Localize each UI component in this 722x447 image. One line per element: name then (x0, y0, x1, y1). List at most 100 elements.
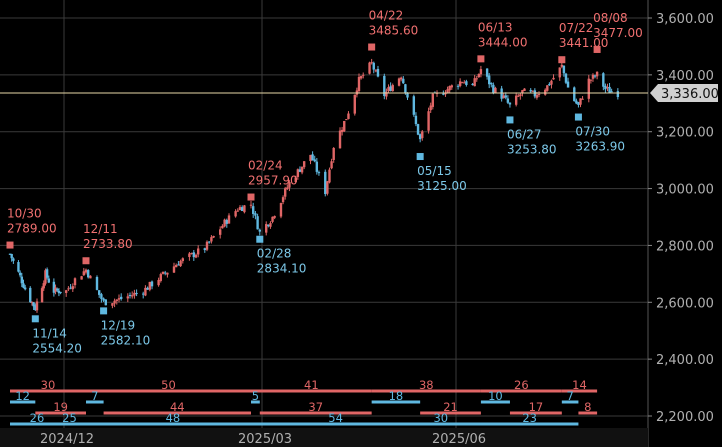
annotation-price: 3263.90 (575, 140, 625, 154)
candle-body (500, 88, 503, 99)
high-marker (6, 241, 14, 249)
candle-body (29, 287, 32, 303)
candle-body (328, 169, 331, 183)
annotation-price: 2582.10 (101, 333, 151, 347)
candle-body (450, 85, 453, 88)
candle-body (194, 254, 198, 258)
candle-body (223, 219, 226, 227)
y-tick-label: 3,000.00 (656, 183, 714, 198)
candle-body (241, 207, 244, 212)
annotation-date: 12/19 (101, 318, 136, 332)
annotation-date: 02/28 (257, 247, 292, 261)
x-tick-label: 2024/12 (40, 432, 94, 447)
candle-body (577, 102, 580, 105)
candle-body (236, 210, 239, 212)
candle-body (286, 187, 289, 190)
annotation-date: 06/27 (507, 127, 542, 141)
candle-body (463, 82, 466, 84)
candle-body (17, 262, 20, 272)
candle-body (20, 276, 24, 284)
candle-body (192, 252, 195, 258)
candle-body (490, 83, 493, 85)
candle-body (300, 166, 304, 173)
candle-body (126, 296, 129, 299)
candle-body (340, 129, 344, 133)
candle-body (471, 83, 474, 85)
candle-body (159, 274, 162, 281)
candle-body (508, 102, 512, 105)
count-band-label: 48 (166, 411, 181, 425)
candle-body (517, 95, 520, 97)
candle-body (188, 253, 191, 257)
candles (8, 58, 620, 313)
candle-body (35, 301, 39, 311)
candle-body (548, 83, 551, 86)
candle-body (502, 95, 505, 99)
count-band-label: 19 (53, 400, 68, 414)
candle-body (368, 62, 371, 74)
candle-body (604, 85, 607, 90)
count-band-label: 30 (433, 411, 448, 425)
candle-body (421, 131, 424, 139)
y-tick-label: 2,800.00 (656, 239, 714, 254)
candle-body (552, 77, 555, 80)
candle-body (258, 229, 261, 232)
candle-body (205, 241, 209, 250)
candle-body (135, 292, 138, 294)
count-band-label: 21 (443, 400, 458, 414)
candle-body (606, 86, 609, 89)
candle-body (317, 172, 321, 174)
candle-body (208, 241, 211, 243)
count-band-label: 23 (522, 411, 537, 425)
candle-body (343, 121, 346, 132)
count-band-label: 7 (91, 389, 98, 403)
x-axis-strip (0, 428, 648, 447)
candle-body (595, 71, 599, 77)
candle-body (521, 90, 524, 94)
candle-body (296, 169, 300, 177)
candle-body (102, 298, 105, 301)
candle-body (359, 76, 363, 79)
candle-body (544, 89, 547, 95)
annotation-date: 07/22 (559, 21, 594, 35)
count-band-label: 5 (252, 389, 259, 403)
count-band-label: 26 (30, 411, 45, 425)
candle-body (221, 225, 224, 229)
count-band-label: 38 (419, 378, 434, 392)
candle-body (324, 171, 327, 195)
candle-body (372, 62, 375, 70)
candle-body (506, 98, 510, 103)
candle-body (418, 134, 422, 140)
candle-body (311, 154, 314, 161)
candle-body (238, 207, 242, 211)
candle-body (44, 270, 47, 284)
candle-body (59, 291, 62, 293)
candle-body (558, 67, 561, 78)
count-band-label: 25 (62, 411, 77, 425)
count-band-row: 12 7 5 18 10 7 (10, 389, 579, 404)
count-band-row: 26 25 48 54 30 23 (10, 411, 579, 426)
candle-body (345, 119, 348, 121)
candle-body (593, 75, 597, 77)
candle-body (504, 95, 507, 98)
candle-body (249, 204, 253, 206)
candle-body (608, 86, 611, 93)
candle-body (98, 290, 101, 295)
candle-body (113, 300, 116, 304)
candle-body (54, 287, 57, 292)
candle-body (142, 293, 145, 295)
candle-body (332, 147, 335, 160)
annotation-date: 11/14 (32, 326, 67, 340)
candle-body (475, 78, 478, 80)
low-marker (256, 235, 264, 243)
candle-body (67, 288, 70, 290)
annotation-price: 3125.00 (417, 179, 467, 193)
candle-body (166, 272, 169, 275)
annotation-date: 10/30 (7, 207, 42, 221)
count-band-row: 19 44 37 21 17 8 (35, 400, 598, 415)
candle-body (315, 161, 319, 172)
candle-body (376, 68, 380, 77)
candle-body (402, 78, 405, 84)
candle-body (414, 115, 418, 125)
candle-body (550, 80, 553, 85)
